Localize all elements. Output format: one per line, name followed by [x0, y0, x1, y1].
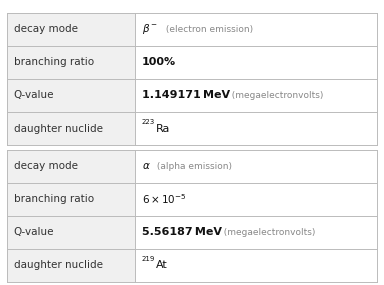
Text: branching ratio: branching ratio — [14, 57, 94, 68]
Bar — [7, 249, 135, 282]
Bar — [135, 13, 377, 46]
Bar — [7, 79, 135, 112]
Text: 219: 219 — [142, 256, 155, 262]
Bar — [135, 112, 377, 145]
Bar — [7, 216, 135, 249]
Text: (alpha emission): (alpha emission) — [154, 162, 232, 171]
Text: 223: 223 — [142, 119, 155, 125]
Bar — [135, 46, 377, 79]
Text: Ra: Ra — [156, 123, 170, 134]
Text: Q-value: Q-value — [14, 227, 54, 237]
Text: Q-value: Q-value — [14, 90, 54, 101]
Text: daughter nuclide: daughter nuclide — [14, 123, 103, 134]
Text: At: At — [156, 260, 168, 270]
Bar — [7, 112, 135, 145]
Text: $\beta^-$: $\beta^-$ — [142, 22, 158, 36]
Bar — [7, 183, 135, 216]
Text: decay mode: decay mode — [14, 161, 78, 171]
Text: $\alpha$: $\alpha$ — [142, 161, 150, 171]
Text: $6\times10^{-5}$: $6\times10^{-5}$ — [142, 192, 186, 206]
Bar — [7, 150, 135, 183]
Bar — [7, 46, 135, 79]
Text: (megaelectronvolts): (megaelectronvolts) — [226, 91, 323, 100]
Text: (megaelectronvolts): (megaelectronvolts) — [218, 228, 316, 237]
Text: daughter nuclide: daughter nuclide — [14, 260, 103, 270]
Text: 5.56187 MeV: 5.56187 MeV — [142, 227, 222, 237]
Text: 100%: 100% — [142, 57, 175, 68]
Bar — [135, 150, 377, 183]
Bar — [135, 249, 377, 282]
Bar — [7, 13, 135, 46]
Text: decay mode: decay mode — [14, 24, 78, 34]
Text: 1.149171 MeV: 1.149171 MeV — [142, 90, 230, 101]
Text: (electron emission): (electron emission) — [163, 25, 253, 34]
Bar — [135, 183, 377, 216]
Bar — [135, 216, 377, 249]
Bar — [135, 79, 377, 112]
Text: branching ratio: branching ratio — [14, 194, 94, 204]
